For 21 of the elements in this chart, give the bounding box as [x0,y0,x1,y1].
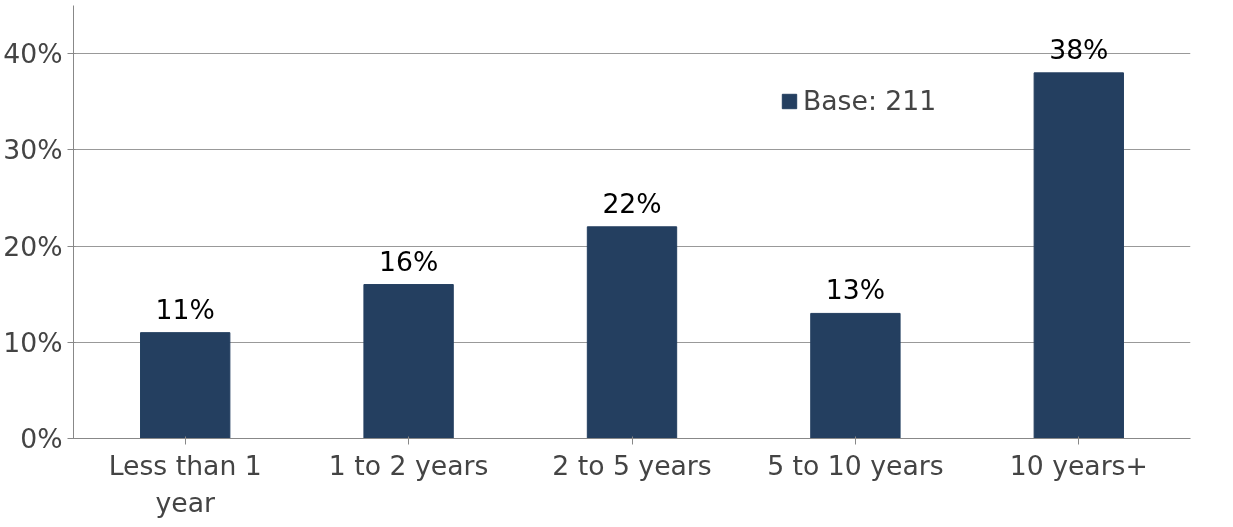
x-tick-label: 2 to 5 years [552,449,712,481]
x-tick-label: Less than 1 year [108,449,262,518]
y-tick-label: 0% [20,423,63,454]
bar [140,332,231,439]
y-tick-label: 30% [3,134,63,166]
data-label: 22% [602,187,662,219]
x-tick-label: 5 to 10 years [767,449,944,481]
y-tick-label: 10% [3,326,63,358]
y-tick-label: 20% [3,230,63,262]
x-tick-label: 10 years+ [1009,449,1148,481]
legend-label: Base: 211 [803,85,937,116]
y-tick-label: 40% [3,38,63,70]
data-label: 16% [378,245,439,277]
bar [363,284,454,439]
data-label: 13% [825,274,886,306]
bar [586,226,678,439]
data-label: 11% [155,293,215,325]
bar [810,312,901,439]
x-tick-label: 1 to 2 years [328,449,489,481]
bar [1033,72,1124,439]
data-label: 38% [1049,33,1109,65]
